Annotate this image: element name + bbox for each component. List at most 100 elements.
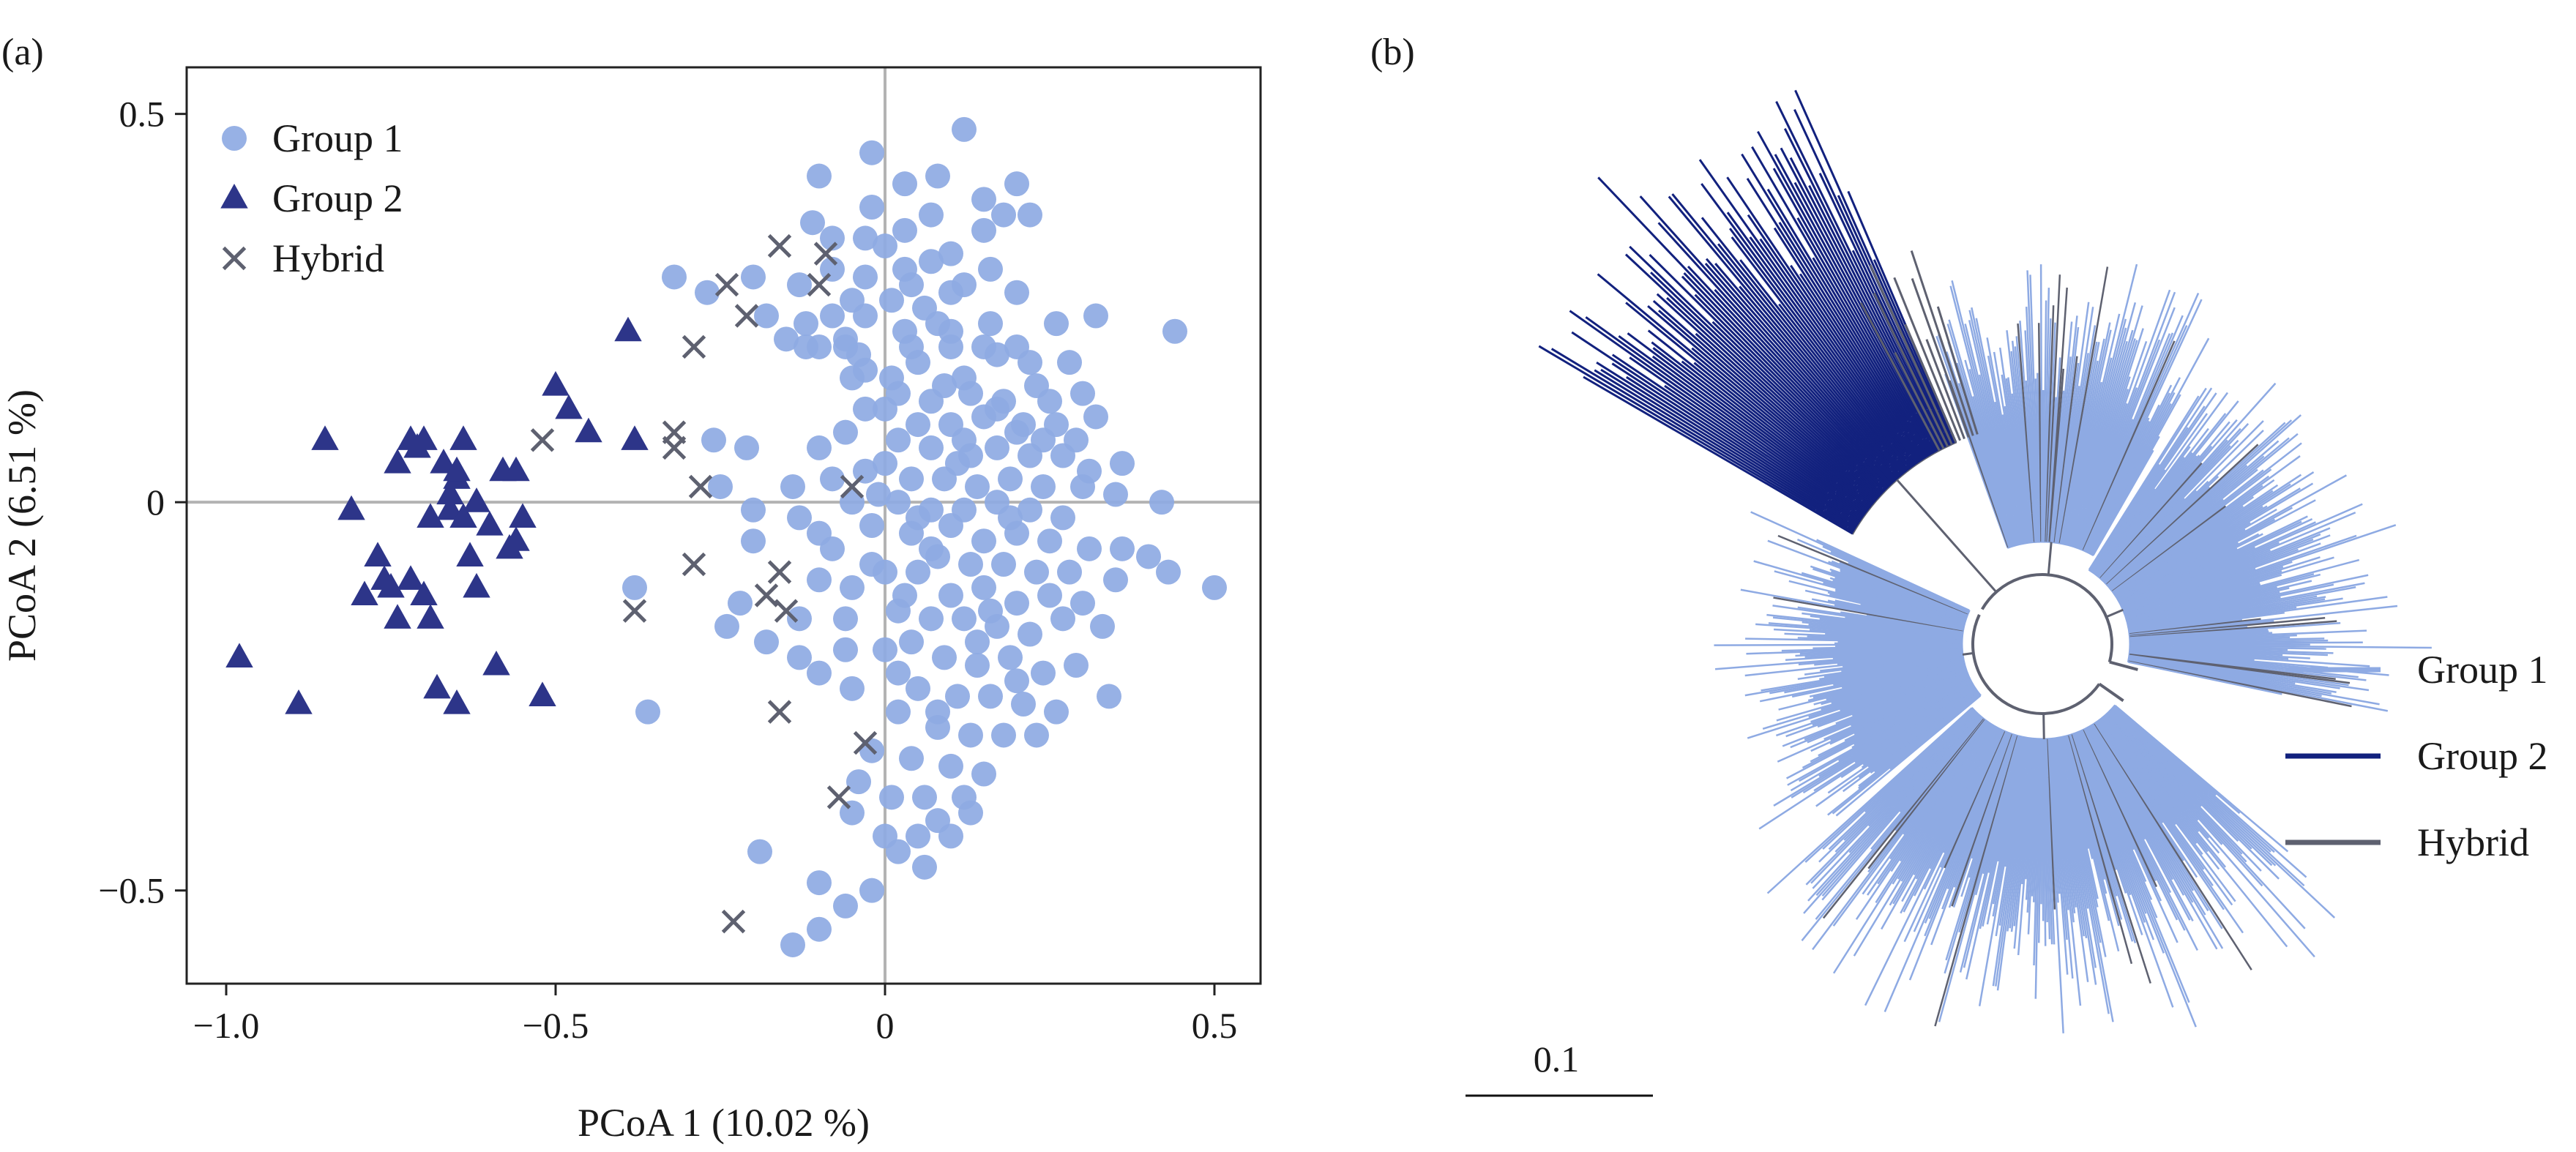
tree-leaf-branch <box>2157 573 2321 616</box>
tree-internal-branch <box>1908 455 1917 465</box>
tree-leaf-branch <box>2113 727 2210 839</box>
tree-leaf-branch <box>2097 728 2198 878</box>
hybrid-point <box>774 599 799 623</box>
tree-leaf-branch <box>2139 727 2241 815</box>
tree-leaf-branch <box>1815 733 1962 897</box>
scale-bar-label: 0.1 <box>1534 1039 1580 1080</box>
tree-internal-branch <box>1889 463 1902 478</box>
group1-point <box>985 396 1009 422</box>
tree-leaf-branch <box>2064 749 2099 908</box>
tree-internal-branch <box>2092 544 2100 556</box>
tree-internal-branch <box>1930 408 1950 446</box>
group1-point <box>873 451 897 476</box>
tree-leaf-branch <box>2067 341 2098 501</box>
group1-point <box>886 490 911 515</box>
tree-leaf-branch <box>2097 735 2195 891</box>
tree-leaf-branch <box>2169 595 2318 623</box>
tree-leaf-branch <box>2044 739 2053 945</box>
group1-point <box>787 505 812 531</box>
tree-leaf-branch <box>1790 703 1940 792</box>
tree-leaf-branch <box>2071 763 2120 951</box>
tree-leaf-branch <box>1842 717 1944 793</box>
tree-leaf-branch <box>1911 278 1970 438</box>
tree-leaf-branch <box>2134 503 2363 605</box>
tree-leaf-branch <box>1858 717 1949 790</box>
tree-internal-branch <box>1877 477 1889 490</box>
tree-leaf-branch <box>1797 637 1927 643</box>
tree-leaf-branch <box>1611 362 1842 514</box>
group1-point <box>938 583 963 608</box>
tree-leaf-branch <box>1946 351 2003 521</box>
tree-leaf-branch <box>2144 469 2264 564</box>
tree-leaf-branch <box>1647 329 1863 501</box>
tree-internal-branch <box>1875 456 1898 481</box>
tree-leaf-branch <box>2047 760 2064 1033</box>
group1-point <box>1149 490 1174 515</box>
tree-leaf-branch <box>2094 766 2147 882</box>
tree-leaf-branch <box>2072 381 2102 509</box>
tree-leaf-branch <box>1785 684 1927 738</box>
tree-leaf-branch <box>2136 484 2279 581</box>
tree-leaf-branch <box>2088 758 2190 1003</box>
tree-leaf-branch <box>2120 744 2198 845</box>
tree-internal-branch <box>1890 443 1911 470</box>
tree-leaf-branch <box>1627 332 1847 498</box>
scatter-legend: Group 1 Group 2 Hybrid <box>220 116 403 280</box>
group1-point <box>1031 427 1056 453</box>
group2-point <box>443 689 471 714</box>
tree-leaf-branch <box>1979 741 2022 930</box>
tree-leaf-branch <box>1687 265 1875 466</box>
tree-internal-branch <box>1836 482 1870 510</box>
tree-leaf-branch <box>1834 577 1938 612</box>
tree-leaf-branch <box>2060 353 2089 525</box>
group1-point <box>958 381 983 406</box>
group2-point <box>285 689 313 714</box>
group2-point <box>621 425 649 450</box>
tree-leaf-branch <box>2078 777 2133 965</box>
tree-leaf-branch <box>2110 439 2228 569</box>
tree-leaf-branch <box>1938 749 2015 1022</box>
tree-leaf-branch <box>1982 760 2019 927</box>
group1-point <box>906 559 930 585</box>
group1-points <box>622 116 1227 957</box>
tree-leaf-branch <box>2151 474 2347 585</box>
tree-leaf-branch <box>2061 773 2088 938</box>
tree-leaf-branch <box>1867 720 1985 873</box>
tree-leaf-branch <box>1946 758 1999 889</box>
tree-leaf-branch <box>2126 743 2220 854</box>
tree-leaf-branch <box>1784 662 1942 694</box>
tree-internal-branch <box>1881 445 1905 474</box>
tree-leaf-branch <box>2146 654 2359 678</box>
tree-internal-branch <box>1855 509 1864 517</box>
tree-leaf-branch <box>2102 413 2227 569</box>
tree-leaf-branch <box>2159 538 2314 600</box>
tree-leaf-branch <box>1994 401 2023 542</box>
tree-leaf-branch <box>1714 288 1894 484</box>
tree-leaf-branch <box>2118 419 2238 557</box>
group1-point <box>859 513 884 538</box>
tree-leaf-branch <box>2138 729 2275 853</box>
tree-internal-branch <box>1830 498 1862 521</box>
tree-leaf-branch <box>2146 475 2270 567</box>
hybrid-point <box>688 474 713 499</box>
group1-point <box>952 606 977 632</box>
tree-leaf-branch <box>1828 739 1944 850</box>
group1-point <box>919 536 944 561</box>
group1-point <box>1070 474 1095 499</box>
tree-leaf-branch <box>2139 586 2356 628</box>
tree-leaf-branch <box>1946 323 2009 526</box>
group1-point <box>1011 412 1036 438</box>
group1-point <box>952 116 977 142</box>
tree-internal-branch <box>1827 499 1861 523</box>
group1-point <box>965 474 990 499</box>
tree-backbone <box>2098 682 2124 703</box>
tree-leaf-branch <box>1780 147 1925 420</box>
tree-leaf-branch <box>2085 328 2144 509</box>
group1-point <box>1136 544 1161 569</box>
tree-leaf-branch <box>2114 421 2230 559</box>
tree-leaf-branch <box>2068 756 2110 921</box>
tree-leaf-branch <box>1811 598 1937 625</box>
tree-leaf-branch <box>1944 762 1992 869</box>
tree-leaf-branch <box>2162 524 2397 605</box>
tree-leaf-branch <box>2044 288 2050 513</box>
